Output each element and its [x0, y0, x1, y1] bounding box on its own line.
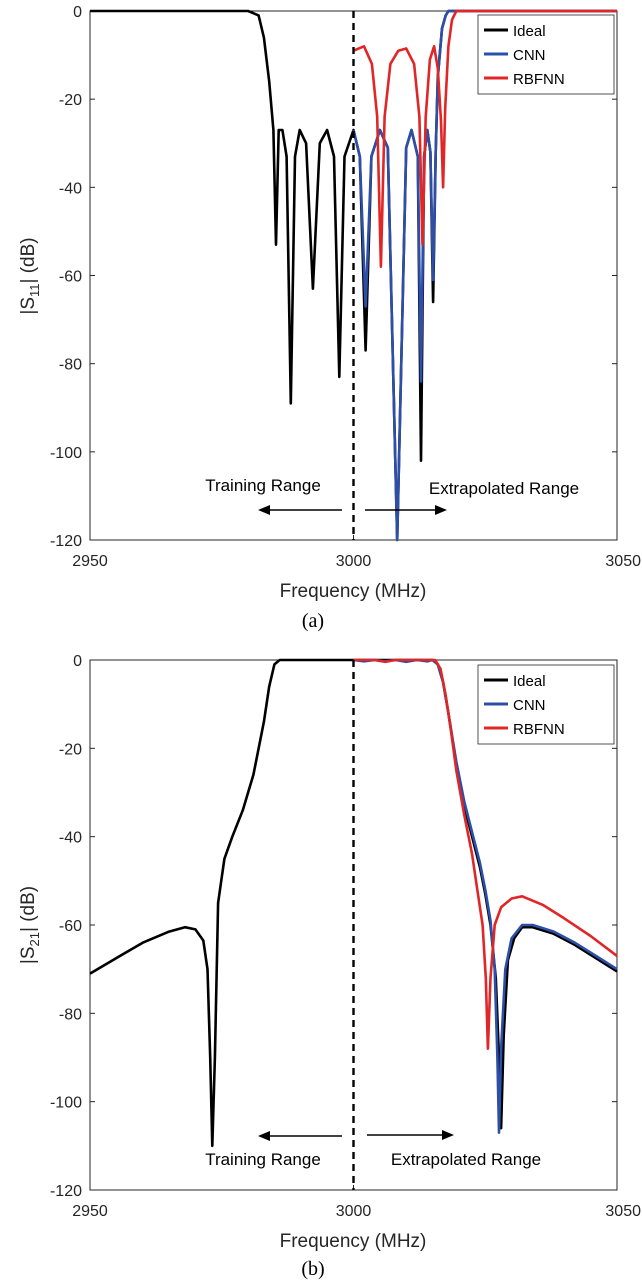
y-tick-label-a-4: -80: [59, 357, 82, 374]
series-line-rbfnn-a: [352, 9, 617, 268]
y-axis-label-b: |S21| (dB): [18, 886, 42, 964]
y-tick-label-b-6: -120: [50, 1183, 82, 1200]
training-range-label-b: Training Range: [205, 1150, 321, 1169]
y-tick-label-a-1: -20: [59, 92, 82, 109]
y-axis-label-a-sub: 11: [27, 284, 42, 298]
training-arrowhead-a: [258, 505, 270, 515]
legend-b: Ideal CNN RBFNN: [477, 664, 615, 745]
y-axis-label-b-rest: | (dB): [18, 886, 39, 932]
series-line-cnn-a: [352, 9, 617, 542]
legend-label-rbfnn-a: RBFNN: [513, 71, 565, 88]
y-tick-label-a-0: 0: [73, 4, 82, 21]
range-arrows-b: [258, 1130, 454, 1141]
legend-label-ideal-b: Ideal: [513, 673, 546, 690]
series-line-rbfnn-b: [353, 658, 618, 1050]
y-tick-label-b-0: 0: [73, 653, 82, 670]
legend-label-ideal-a: Ideal: [513, 23, 546, 40]
series-group-b: [89, 658, 618, 1148]
y-axis-label-b-sub: 21: [27, 932, 42, 946]
series-line-cnn-b: [353, 658, 618, 1134]
range-arrows-a: [258, 505, 447, 515]
y-tick-label-b-5: -100: [50, 1095, 82, 1112]
extrapolated-arrowhead-a: [435, 505, 447, 515]
training-range-label-a: Training Range: [205, 476, 321, 495]
y-tick-label-a-6: -120: [50, 533, 82, 550]
x-tick-label-a-0: 2950: [72, 553, 108, 570]
y-tick-label-a-3: -60: [59, 269, 82, 286]
x-axis-label-b: Frequency (MHz): [280, 1231, 427, 1252]
x-tick-label-b-2: 3050: [605, 1203, 641, 1220]
axis-ticks-a: 0 -20 -40 -60 -80 -100 -120 2950 3000 3050: [50, 4, 641, 570]
series-group-a: [90, 9, 617, 542]
chart-panel-a: 0 -20 -40 -60 -80 -100 -120 2950 3000 3050 Traini…: [18, 4, 641, 632]
extrapolated-range-label-b: Extrapolated Range: [391, 1150, 541, 1169]
legend-label-cnn-a: CNN: [513, 47, 546, 64]
y-axis-label-a-rest: | (dB): [18, 237, 39, 283]
y-axis-label-a-base: |S: [18, 297, 39, 315]
legend-label-rbfnn-b: RBFNN: [513, 721, 565, 738]
x-tick-label-b-0: 2950: [72, 1203, 108, 1220]
chart-panel-b: 0 -20 -40 -60 -80 -100 -120 2950 3000 3050 Traini…: [18, 653, 641, 1280]
axis-ticks-b: 0 -20 -40 -60 -80 -100 -120 2950 3000 3050: [50, 653, 641, 1220]
y-tick-label-b-2: -40: [59, 830, 82, 847]
y-tick-label-a-5: -100: [50, 445, 82, 462]
y-tick-label-b-4: -80: [59, 1006, 82, 1023]
x-tick-label-b-1: 3000: [336, 1203, 372, 1220]
panel-caption-b: (b): [301, 1258, 324, 1280]
x-tick-label-a-2: 3050: [605, 553, 641, 570]
x-tick-label-a-1: 3000: [336, 553, 372, 570]
y-axis-label-b-base: |S: [18, 946, 39, 964]
y-axis-label-a: |S11| (dB): [18, 237, 42, 314]
extrapolated-range-label-a: Extrapolated Range: [429, 479, 579, 498]
y-tick-label-b-3: -60: [59, 918, 82, 935]
training-arrowhead-b: [258, 1131, 270, 1141]
legend-a: Ideal CNN RBFNN: [477, 14, 615, 95]
legend-label-cnn-b: CNN: [513, 697, 546, 714]
x-axis-label-a: Frequency (MHz): [280, 581, 427, 602]
panel-caption-a: (a): [302, 610, 324, 632]
y-tick-label-b-1: -20: [59, 741, 82, 758]
extrapolated-arrowhead-b: [442, 1130, 454, 1140]
y-tick-label-a-2: -40: [59, 180, 82, 197]
